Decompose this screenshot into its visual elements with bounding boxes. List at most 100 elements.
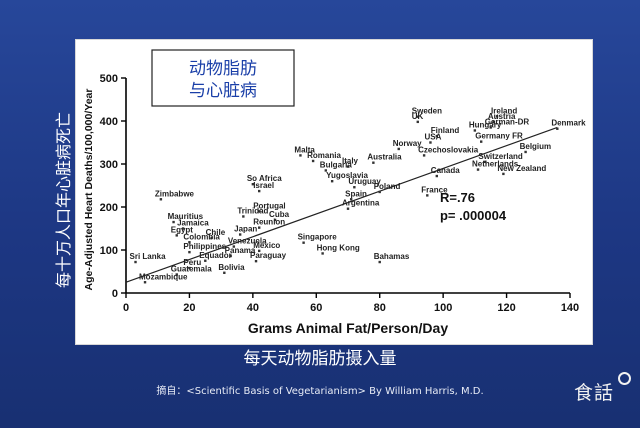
data-point (251, 183, 255, 186)
x-axis-cn-label: 每天动物脂肪摄入量 (243, 349, 397, 369)
point-label: Yugoslavia (326, 171, 368, 180)
chart-title-line: 动物脂肪 (189, 59, 257, 79)
data-point (483, 160, 486, 164)
point-label: Guatemala (171, 265, 212, 274)
stat-annotation: R=.76 (440, 190, 475, 205)
data-point (175, 273, 178, 276)
y-tick-label: 200 (100, 202, 118, 214)
trend-line (125, 126, 558, 283)
data-point (181, 227, 185, 230)
point-label: Equador (199, 251, 231, 260)
point-label: Bulgaria (320, 160, 353, 169)
data-point (426, 194, 429, 197)
point-label: Switzerland (478, 152, 523, 161)
data-point (556, 127, 559, 130)
point-label: Denmark (551, 119, 586, 128)
data-point (188, 241, 191, 244)
point-label: So Africa (247, 174, 282, 183)
x-tick-label: 0 (123, 302, 129, 314)
source-citation: 摘自：<Scientific Basis of Vegetarianism> B… (156, 386, 484, 397)
point-label: Venezuela (228, 237, 267, 246)
data-point (429, 141, 432, 144)
point-label: Romania (307, 151, 341, 160)
point-label: New Zealand (497, 164, 546, 173)
data-point (397, 147, 400, 151)
point-label: Portugal (253, 201, 285, 210)
data-point (258, 210, 261, 213)
data-point (188, 250, 191, 254)
point-label: Argentina (342, 199, 380, 208)
point-label: Bolivia (218, 263, 245, 272)
data-point (372, 161, 375, 164)
point-label: Uruguay (348, 177, 381, 186)
data-point (299, 154, 302, 157)
data-point (210, 236, 213, 240)
point-label: Trinidad (237, 206, 268, 215)
data-point (378, 260, 381, 264)
point-label: Mozambique (139, 272, 188, 281)
point-label: Australia (367, 153, 402, 162)
point-label: France (421, 185, 448, 194)
data-point (476, 168, 480, 171)
data-point (473, 129, 477, 132)
x-tick-label: 60 (310, 302, 322, 314)
y-tick-label: 0 (112, 288, 118, 300)
title-box (151, 49, 295, 107)
x-tick-label: 80 (374, 302, 386, 314)
point-label: Norway (393, 139, 422, 148)
data-point (159, 198, 163, 201)
logo-ring-icon (618, 372, 631, 385)
brand-logo: 食話 (574, 372, 634, 422)
point-label: Hong Kong (317, 243, 360, 252)
point-label: Peru (183, 258, 201, 267)
point-label: Philippines (183, 242, 226, 251)
point-label: Bahamas (374, 252, 410, 261)
data-point (258, 249, 261, 253)
data-point (175, 234, 178, 237)
data-point (324, 169, 327, 172)
x-axis-label: Grams Animal Fat/Person/Day (248, 320, 448, 336)
chart-title-line: 与心脏病 (189, 81, 257, 101)
point-label: Poland (374, 182, 401, 191)
point-label: Italy (342, 157, 359, 166)
data-point (416, 120, 419, 124)
data-point (422, 154, 426, 157)
data-point (273, 218, 277, 222)
data-point (502, 172, 505, 176)
data-point (495, 115, 499, 118)
data-point (188, 266, 191, 270)
point-label: Hungary (469, 120, 502, 129)
data-point (134, 260, 137, 264)
point-label: Mexico (253, 241, 280, 250)
data-point (223, 271, 226, 274)
point-label: Israel (253, 181, 274, 190)
data-point (349, 198, 353, 201)
data-point (242, 215, 245, 218)
scatter-plot: 0 100 200 300 400 500 0 20 40 60 80 100 120 140 Grams … (83, 49, 586, 336)
y-tick-label: 300 (100, 159, 118, 171)
point-label: Germany FR (475, 132, 523, 141)
y-tick-label: 500 (100, 73, 118, 85)
data-point (258, 189, 261, 193)
data-point (258, 226, 261, 229)
point-label: German-DR (485, 117, 530, 126)
stat-annotation: p= .000004 (440, 208, 507, 223)
logo-text: 食話 (574, 382, 615, 404)
point-label: Ireland (491, 106, 517, 115)
data-point (172, 220, 175, 224)
point-label: Paraguay (250, 251, 287, 260)
point-label: Chile (206, 228, 226, 237)
data-point (524, 150, 527, 154)
data-point (480, 140, 483, 143)
data-point (435, 174, 438, 178)
point-label: Belgium (520, 142, 552, 151)
point-label: Spain (345, 189, 367, 198)
point-label: Reunion (253, 218, 285, 227)
x-tick-label: 120 (497, 302, 515, 314)
point-label: Austria (488, 112, 516, 121)
point-label: Panama (225, 246, 256, 255)
data-point (302, 241, 305, 244)
data-point (416, 115, 419, 118)
point-label: Czechoslovakia (418, 145, 479, 154)
data-point (143, 281, 147, 284)
